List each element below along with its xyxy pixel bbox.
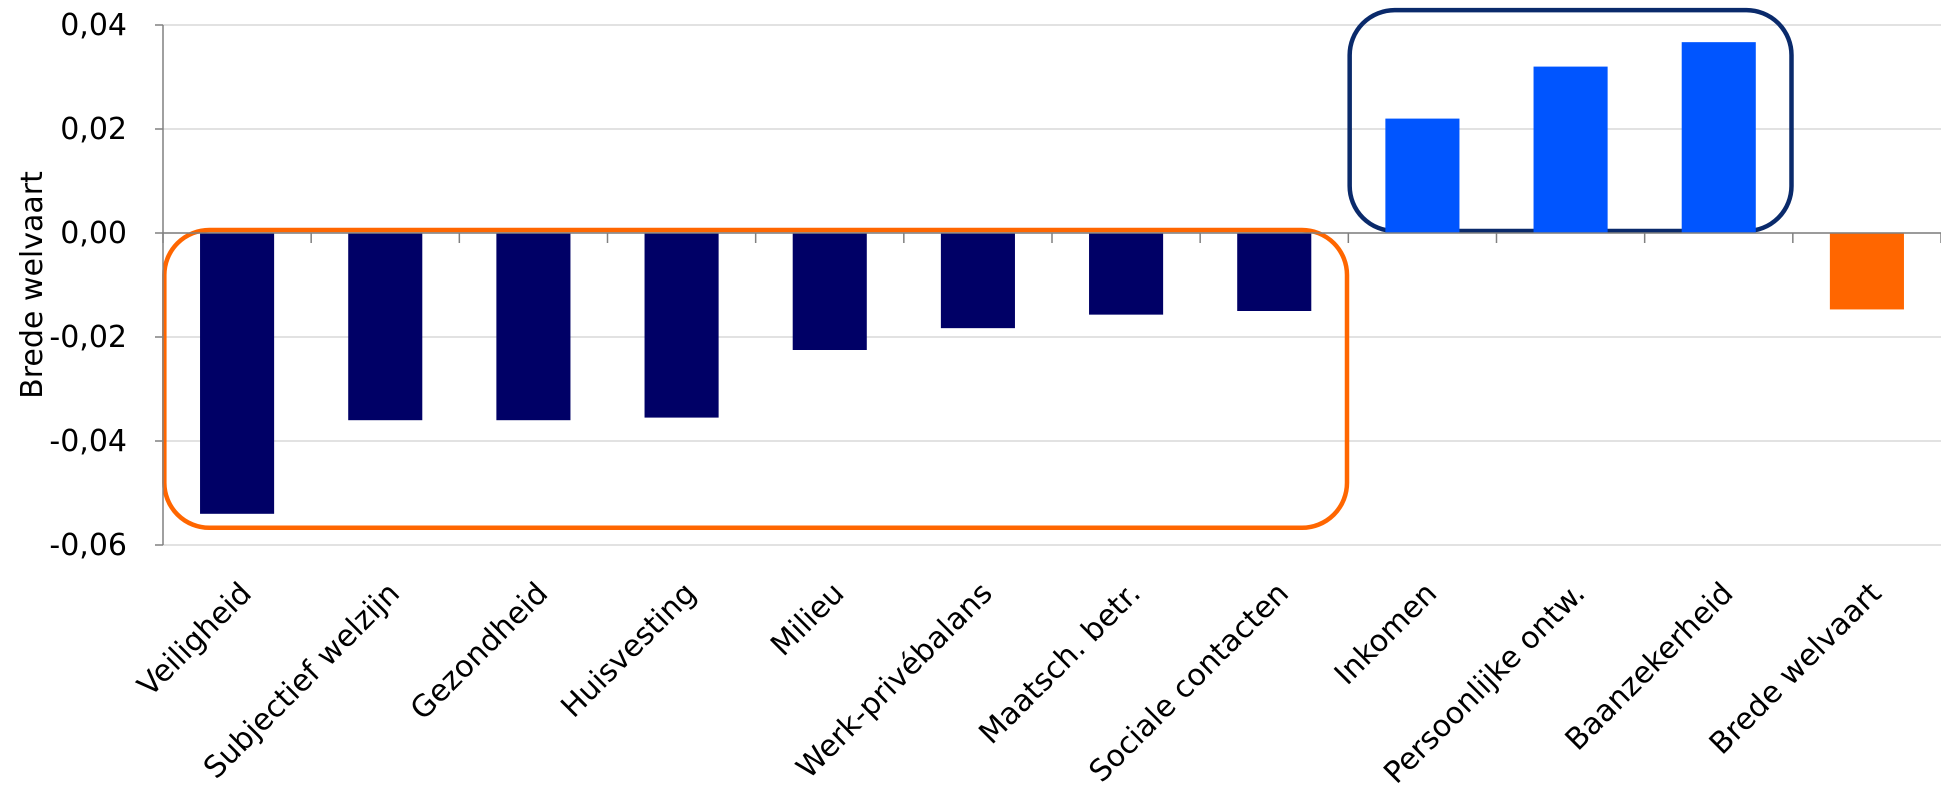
group-highlight-box xyxy=(162,227,1350,531)
gridlines xyxy=(163,24,1941,546)
y-tick-label: 0,04 xyxy=(60,8,127,43)
y-axis-title: Brede welvaart xyxy=(15,171,50,399)
bar xyxy=(1385,118,1460,233)
x-category-label: Veiligheid xyxy=(131,576,259,704)
bar xyxy=(940,233,1015,329)
x-category-label: Huisvesting xyxy=(554,576,703,725)
bar xyxy=(644,233,719,418)
bar xyxy=(496,233,571,421)
axes xyxy=(155,24,1941,546)
bar xyxy=(1829,233,1904,310)
y-tick-label: 0,02 xyxy=(60,112,127,147)
y-tick-label: -0,02 xyxy=(49,320,127,355)
y-tick-label: 0,00 xyxy=(60,216,127,251)
y-tick-labels: 0,04 0,02 0,00 -0,02 -0,04 -0,06 xyxy=(49,8,127,563)
x-category-label: Inkomen xyxy=(1328,576,1444,692)
bar xyxy=(200,233,275,514)
y-tick-label: -0,06 xyxy=(49,528,127,563)
bar xyxy=(1237,233,1312,311)
bar xyxy=(1681,42,1756,233)
bar xyxy=(1533,66,1608,233)
x-category-label: Milieu xyxy=(764,576,851,663)
y-tick-label: -0,04 xyxy=(49,424,127,459)
bar xyxy=(792,233,867,350)
bar xyxy=(1089,233,1164,315)
x-category-label: Gezondheid xyxy=(404,576,555,727)
bar xyxy=(348,233,423,421)
bars xyxy=(200,42,1904,514)
